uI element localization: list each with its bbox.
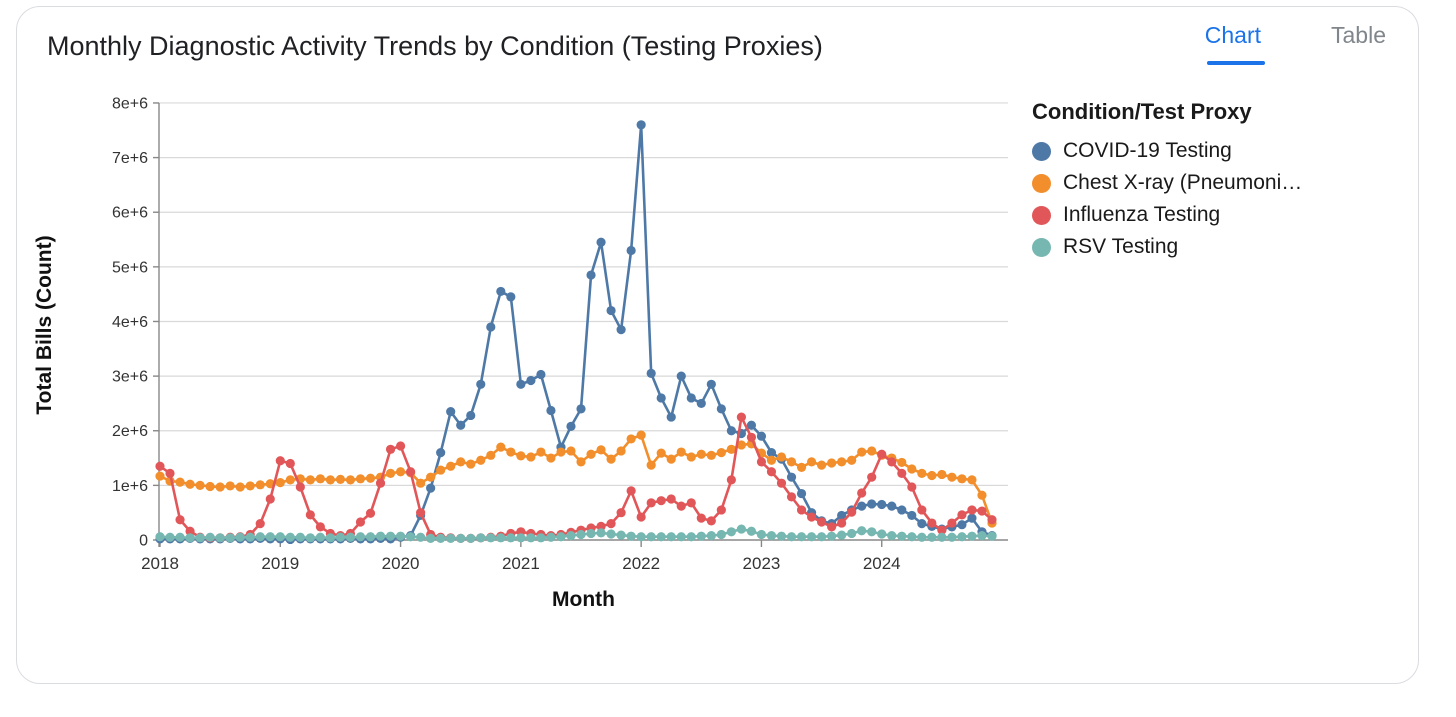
svg-text:0: 0 [139,533,148,550]
legend-swatch-icon [1032,205,1051,225]
legend-swatch-icon [1032,237,1051,257]
legend-item-chest-xray[interactable]: Chest X-ray (Pneumoni… [1032,167,1402,199]
legend: Condition/Test Proxy COVID-19 Testing Ch… [1032,99,1402,263]
svg-text:7e+6: 7e+6 [112,150,148,167]
tab-table-label: Table [1331,22,1386,48]
svg-text:2023: 2023 [743,554,781,573]
svg-text:2018: 2018 [141,554,179,573]
tab-table[interactable]: Table [1331,21,1386,65]
legend-item-rsv-testing[interactable]: RSV Testing [1032,231,1402,263]
legend-item-label: COVID-19 Testing [1063,139,1232,162]
page-title: Monthly Diagnostic Activity Trends by Co… [47,31,823,61]
legend-items: COVID-19 Testing Chest X-ray (Pneumoni… … [1032,135,1402,263]
legend-item-label: Chest X-ray (Pneumoni… [1063,171,1303,194]
svg-text:6e+6: 6e+6 [112,205,148,222]
chart-card: 0 1e+6 2e+6 3e+6 4e+6 5e+6 6e+6 7e+6 8e+6 2018 201… [16,6,1419,684]
view-tabs: Chart Table [1205,21,1386,65]
svg-text:3e+6: 3e+6 [112,369,148,386]
svg-text:Total Bills (Count): Total Bills (Count) [33,235,56,414]
line-chart-svg[interactable]: 0 1e+6 2e+6 3e+6 4e+6 5e+6 6e+6 7e+6 8e+6 2018 201… [17,7,1420,685]
svg-text:8e+6: 8e+6 [112,95,148,112]
svg-text:2024: 2024 [863,554,901,573]
legend-item-label: RSV Testing [1063,235,1179,258]
legend-title: Condition/Test Proxy [1032,99,1252,124]
legend-swatch-icon [1032,173,1051,193]
legend-swatch-icon [1032,141,1051,161]
chart-plot[interactable]: 0 1e+6 2e+6 3e+6 4e+6 5e+6 6e+6 7e+6 8e+6 2018 201… [17,7,1420,685]
svg-text:1e+6: 1e+6 [112,478,148,495]
legend-item-label: Influenza Testing [1063,203,1221,226]
tab-chart-label: Chart [1204,22,1262,48]
tab-chart[interactable]: Chart [1204,21,1265,65]
legend-item-covid19-testing[interactable]: COVID-19 Testing [1032,135,1402,167]
svg-text:4e+6: 4e+6 [112,314,148,331]
svg-text:2e+6: 2e+6 [112,423,148,440]
tab-active-underline [1206,61,1265,65]
svg-text:2022: 2022 [622,554,660,573]
svg-text:2021: 2021 [502,554,540,573]
svg-text:Month: Month [552,588,615,611]
legend-item-influenza-testing[interactable]: Influenza Testing [1032,199,1402,231]
svg-text:2020: 2020 [382,554,420,573]
svg-text:5e+6: 5e+6 [112,259,148,276]
svg-text:2019: 2019 [261,554,299,573]
